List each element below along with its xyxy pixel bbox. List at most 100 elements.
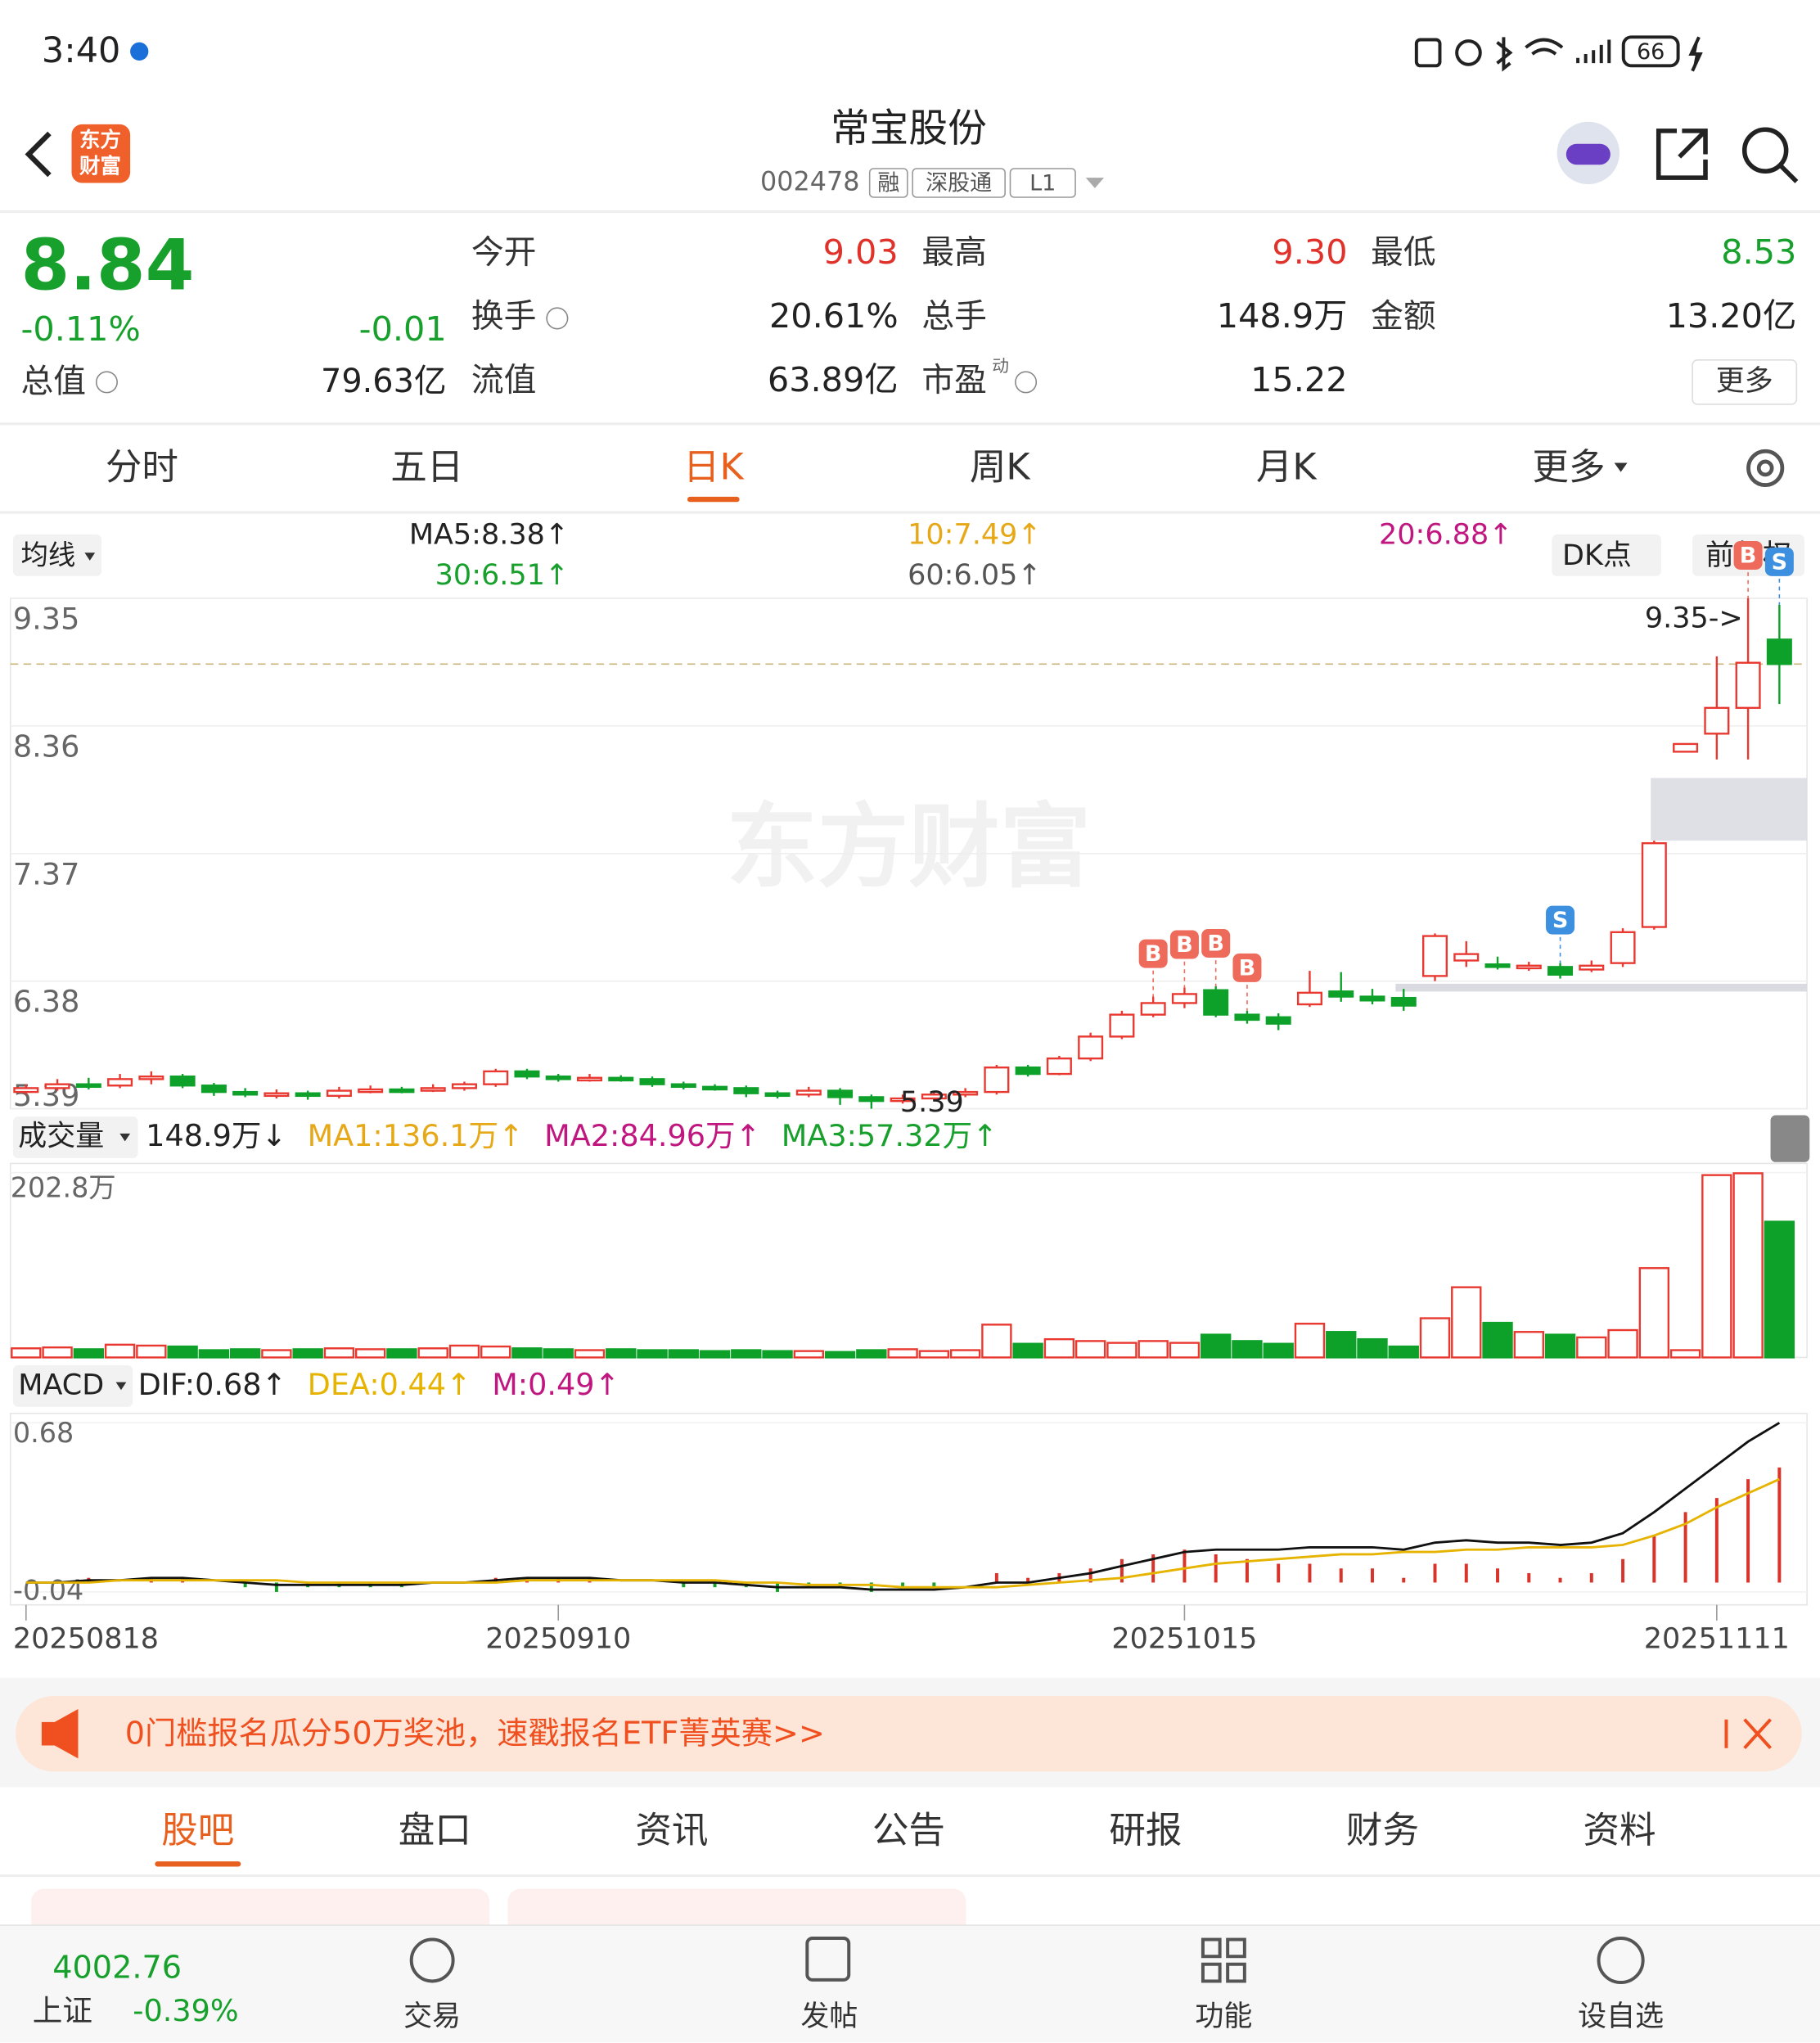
signal-label: B — [1239, 955, 1256, 981]
volume-bar — [887, 1348, 918, 1359]
volume-bar — [1576, 1336, 1607, 1359]
signal-badge[interactable] — [1232, 953, 1262, 982]
dropdown[interactable] — [1085, 178, 1105, 188]
field-label: 总手 — [921, 297, 987, 335]
banner[interactable] — [16, 1696, 1802, 1772]
index-change: -0.39% — [133, 1993, 238, 2028]
y-tick-label: 0.68 — [13, 1417, 74, 1449]
section-button[interactable]: 财务 — [1346, 1809, 1419, 1851]
tab-button[interactable]: 日K — [683, 445, 746, 488]
volume-bar — [1764, 1220, 1795, 1359]
bottom-nav — [0, 1925, 1820, 2043]
nav-button[interactable]: 交易 — [403, 2000, 461, 2033]
field-label: 流值 — [471, 361, 537, 399]
x-tick-label: 20250818 — [13, 1623, 159, 1656]
volume-bar — [918, 1350, 950, 1359]
app-logo[interactable] — [71, 124, 131, 183]
battery-level: 66 — [1637, 39, 1665, 65]
volume-bar — [11, 1347, 42, 1359]
signal-badge[interactable] — [1546, 905, 1575, 935]
banner-close[interactable] — [1724, 1718, 1773, 1750]
candle-body — [1359, 995, 1385, 1002]
ma-value: 10:7.49↑ — [908, 519, 1042, 552]
badge-text: L1 — [1029, 171, 1056, 196]
candle-body — [858, 1096, 885, 1103]
dk-button[interactable] — [1552, 534, 1661, 576]
collapse-button[interactable] — [1770, 1115, 1810, 1162]
volume-bar — [1388, 1345, 1419, 1359]
info-icon — [95, 371, 118, 394]
volume-bar — [637, 1349, 668, 1359]
back-button[interactable] — [25, 131, 52, 178]
volume-selector[interactable] — [12, 1116, 138, 1159]
volume-bar — [417, 1347, 448, 1359]
signal-badge[interactable] — [1138, 939, 1168, 968]
dropdown — [84, 552, 96, 561]
signal-badge[interactable] — [1733, 540, 1763, 570]
tab-button[interactable]: 分时 — [106, 445, 178, 488]
candle-body — [827, 1089, 854, 1098]
field-label: 总值 — [20, 363, 86, 400]
tab-button[interactable]: 五日 — [390, 445, 463, 488]
candle-body — [200, 1085, 227, 1094]
field-label: 今开 — [471, 233, 537, 271]
volume-bar — [511, 1347, 543, 1359]
min-annotation: 5.39 — [900, 1086, 964, 1119]
volume-bar — [136, 1344, 167, 1359]
volume-bar — [1607, 1328, 1638, 1359]
settings-button[interactable] — [1746, 449, 1785, 487]
candle-body — [545, 1076, 571, 1080]
index-value: 4002.76 — [52, 1951, 182, 1987]
section-button[interactable]: 研报 — [1109, 1809, 1182, 1851]
section-button[interactable]: 资料 — [1583, 1809, 1656, 1851]
section-button[interactable]: 盘口 — [399, 1809, 471, 1851]
status-icon — [130, 42, 149, 61]
field-value: 148.9万 — [1217, 296, 1348, 336]
volume-bar — [73, 1348, 105, 1359]
y-tick-label: 6.38 — [13, 984, 79, 1019]
dk-button[interactable]: DK点 — [1562, 539, 1632, 572]
tab-button[interactable]: 月K — [1256, 445, 1318, 488]
candle-body — [1390, 996, 1417, 1007]
nav-button[interactable]: 设自选 — [1578, 2000, 1664, 2033]
candle-body — [608, 1076, 634, 1082]
panel-title: MACD — [18, 1369, 104, 1401]
volume-bar — [1200, 1333, 1232, 1359]
nav-button[interactable]: 功能 — [1195, 2000, 1252, 2033]
legend-item: MA3:57.32万↑ — [782, 1118, 998, 1153]
field-value: 20.61% — [769, 296, 899, 336]
legend-item: M:0.49↑ — [492, 1367, 619, 1402]
candle-body — [514, 1070, 540, 1078]
candle-body — [953, 1090, 979, 1096]
candle-body — [1234, 1013, 1260, 1022]
signal-badge[interactable] — [1201, 928, 1231, 958]
search-button[interactable] — [1741, 127, 1789, 174]
y-tick-label: 202.8万 — [11, 1172, 116, 1204]
volume-bar — [261, 1349, 292, 1359]
signal-badge[interactable] — [1169, 930, 1199, 959]
field-label: 最高 — [921, 233, 987, 271]
macd-selector[interactable] — [12, 1364, 133, 1407]
ma-selector[interactable] — [12, 534, 102, 576]
badge — [868, 168, 908, 198]
section-button[interactable]: 资讯 — [635, 1809, 708, 1851]
field-value: 9.30 — [1272, 232, 1347, 272]
volume-bar — [1513, 1331, 1544, 1359]
signal-badge[interactable] — [1764, 547, 1794, 576]
candle-body — [1453, 953, 1480, 962]
nav-button[interactable]: 发帖 — [800, 2000, 858, 2033]
volume-bar — [1106, 1342, 1138, 1359]
tab-button[interactable]: 更多 — [1532, 445, 1605, 488]
section-button[interactable]: 公告 — [872, 1809, 945, 1851]
tab-button[interactable]: 周K — [970, 445, 1032, 488]
share-button[interactable] — [1656, 129, 1708, 180]
more-button[interactable]: 更多 — [1716, 365, 1773, 398]
section-button[interactable]: 股吧 — [161, 1809, 234, 1851]
candle-body — [1078, 1035, 1104, 1060]
volume-bar — [1074, 1340, 1106, 1359]
volume-bar — [793, 1350, 825, 1359]
more-button[interactable] — [1692, 359, 1798, 405]
candle-body — [1328, 990, 1354, 998]
tab-underline — [687, 496, 740, 503]
candle-body — [264, 1092, 290, 1098]
